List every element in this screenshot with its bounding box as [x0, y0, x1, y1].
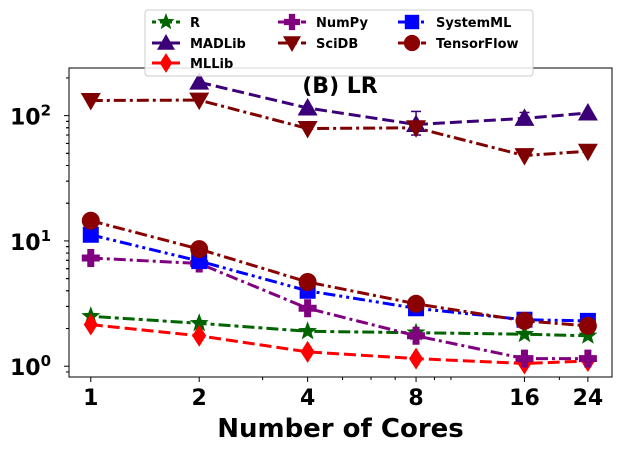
legend-label: SciDB [316, 37, 358, 52]
y-tick-label: 102 [10, 102, 51, 131]
data-point-numpy [515, 349, 534, 368]
data-point-numpy [407, 326, 426, 345]
legend-marker [159, 53, 173, 73]
data-point-numpy [298, 299, 317, 318]
x-tick-label: 24 [573, 386, 604, 411]
series-line-scidb [90, 98, 589, 158]
data-point-mllib [83, 313, 98, 336]
series-numpy [81, 249, 597, 368]
legend-box [144, 9, 534, 77]
x-tick-label: 8 [408, 386, 423, 411]
data-point-tensorflow [190, 240, 209, 259]
legend-marker [157, 13, 175, 30]
series-tensorflow [81, 211, 597, 335]
data-point-tensorflow [81, 211, 100, 230]
legend-marker [404, 14, 420, 30]
legend-marker [403, 34, 421, 52]
series-systemml [82, 226, 596, 329]
x-tick-label: 2 [192, 386, 207, 411]
legend-label: NumPy [316, 16, 368, 31]
data-point-scidb [80, 93, 101, 111]
legend: R MADLib MLLib NumPy SciDB SystemML TensorFlow [144, 9, 534, 77]
series-line-systemml [90, 233, 588, 323]
legend-label: SystemML [436, 16, 511, 31]
y-tick-label: 100 [10, 352, 51, 381]
data-point-mllib [192, 324, 207, 347]
data-point-mllib [300, 340, 315, 363]
data-point-scidb [406, 120, 427, 138]
legend-label: R [190, 16, 200, 31]
data-point-tensorflow [578, 316, 597, 335]
data-point-scidb [514, 148, 535, 166]
data-point-r [515, 324, 534, 343]
data-point-numpy [81, 249, 100, 268]
y-tick-label: 101 [10, 227, 51, 256]
legend-marker [157, 34, 175, 50]
legend-item-madlib: MADLib [152, 34, 246, 52]
series-line-numpy [90, 256, 588, 361]
data-point-scidb [577, 143, 598, 162]
data-point-tensorflow [407, 294, 426, 313]
legend-marker [283, 13, 301, 31]
legend-label: MADLib [190, 37, 246, 52]
x-tick-label: 4 [300, 386, 315, 411]
data-point-mllib [409, 347, 424, 370]
series-scidb [80, 92, 598, 166]
data-point-madlib [297, 98, 318, 116]
data-point-madlib [577, 102, 598, 121]
legend-item-scidb: SciDB [278, 36, 358, 52]
series-line-r [90, 314, 588, 338]
data-point-tensorflow [298, 272, 317, 291]
series-line-tensorflow [90, 219, 589, 328]
series-line-mllib [90, 323, 588, 366]
legend-label: TensorFlow [436, 37, 519, 52]
chart-title: (B) LR [302, 74, 378, 99]
data-point-madlib [514, 108, 535, 126]
data-point-r [298, 321, 318, 340]
data-point-tensorflow [515, 311, 534, 330]
data-point-r [189, 313, 209, 332]
data-point-systemml [82, 226, 99, 243]
legend-item-systemml: SystemML [398, 14, 511, 31]
x-axis-title: Number of Cores [217, 414, 464, 444]
data-point-scidb [189, 92, 210, 111]
x-tick-label: 1 [83, 386, 98, 411]
legend-item-mllib: MLLib [152, 53, 233, 73]
data-point-madlib [189, 72, 210, 90]
data-point-numpy [578, 349, 597, 368]
legend-marker [283, 36, 301, 52]
series-layer [80, 72, 598, 375]
legend-item-numpy: NumPy [278, 13, 368, 31]
legend-item-r: R [152, 13, 200, 31]
legend-label: MLLib [190, 57, 233, 72]
series-madlib [189, 72, 598, 132]
legend-item-tensorflow: TensorFlow [398, 34, 519, 52]
x-tick-label: 16 [509, 386, 540, 411]
data-point-scidb [297, 120, 318, 139]
